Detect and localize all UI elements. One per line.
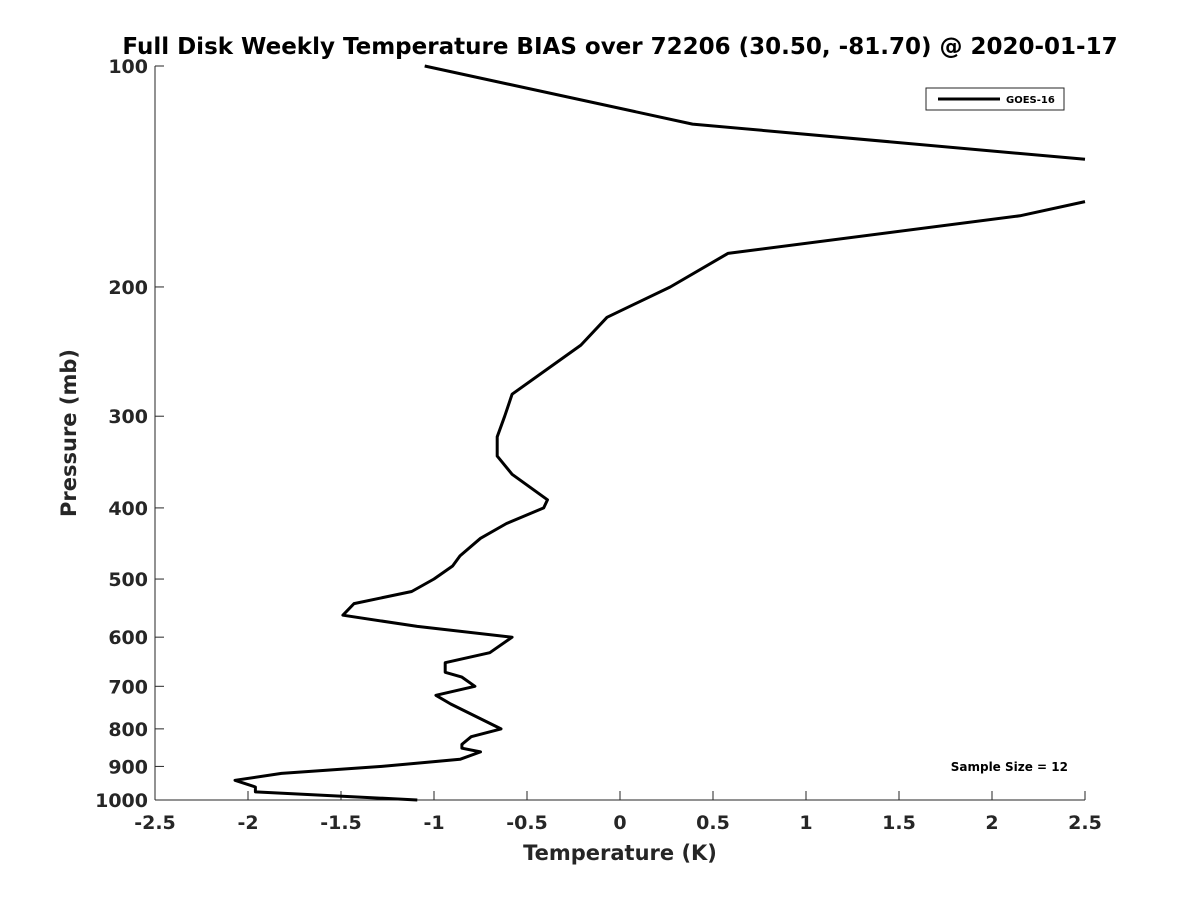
y-tick-label: 700 [108,676,148,698]
x-ticks: -2.5 -2 -1.5 -1 -0.5 0 0.5 1 1.5 2 2.5 [134,791,1102,834]
x-tick-label: 1.5 [882,812,916,834]
x-tick-label: 0.5 [696,812,730,834]
y-tick-label: 500 [108,569,148,591]
x-tick-label: 2 [985,812,998,834]
y-tick-label: 300 [108,406,148,428]
x-tick-label: -1 [423,812,444,834]
y-tick-label: 100 [108,56,148,78]
sample-size-annotation: Sample Size = 12 [951,760,1068,774]
series-line-goes-16 [424,64,1086,161]
y-tick-label: 900 [108,756,148,778]
y-tick-label: 600 [108,627,148,649]
y-tick-label: 1000 [95,790,148,812]
y-ticks: 100 200 300 400 500 600 700 800 900 1000 [95,56,164,812]
y-tick-label: 800 [108,719,148,741]
x-axis-label: Temperature (K) [523,841,717,865]
x-tick-label: 0 [613,812,626,834]
plot-area: -2.5 -2 -1.5 -1 -0.5 0 0.5 1 1.5 2 2.5 100 200 300 40… [95,56,1102,834]
series-line-goes-16 [233,200,1086,802]
legend-label: GOES-16 [1006,95,1055,106]
x-tick-label: 1 [799,812,812,834]
legend: GOES-16 [925,87,1065,111]
y-tick-label: 400 [108,498,148,520]
x-tick-label: 2.5 [1068,812,1102,834]
x-tick-label: -1.5 [320,812,362,834]
x-tick-label: -2 [237,812,258,834]
series-layer [233,64,1086,802]
y-axis-label: Pressure (mb) [57,349,81,517]
x-tick-label: -2.5 [134,812,176,834]
chart-title: Full Disk Weekly Temperature BIAS over 7… [122,34,1117,60]
y-tick-label: 200 [108,277,148,299]
x-tick-label: -0.5 [506,812,548,834]
